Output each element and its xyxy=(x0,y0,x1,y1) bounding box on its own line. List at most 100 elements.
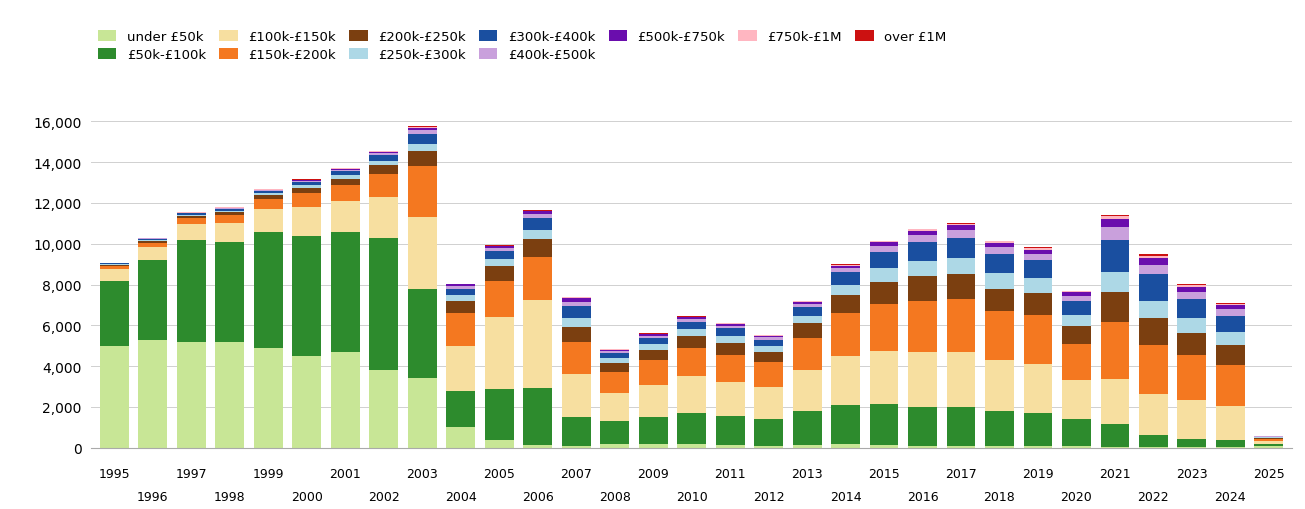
Bar xyxy=(1062,344,1091,381)
Bar xyxy=(792,316,822,324)
Bar xyxy=(215,211,244,213)
Bar xyxy=(715,336,745,343)
Bar xyxy=(1139,394,1168,435)
Bar xyxy=(292,181,321,183)
Bar xyxy=(985,248,1014,254)
Bar xyxy=(331,352,360,448)
Text: 1998: 1998 xyxy=(214,490,245,503)
Bar xyxy=(869,282,898,304)
Bar xyxy=(1177,439,1206,447)
Bar xyxy=(446,295,475,301)
Bar xyxy=(177,225,206,240)
Bar xyxy=(677,322,706,329)
Bar xyxy=(1023,249,1052,250)
Bar xyxy=(600,373,629,393)
Bar xyxy=(1139,255,1168,256)
Bar xyxy=(831,265,860,266)
Bar xyxy=(215,242,244,342)
Text: 2002: 2002 xyxy=(368,490,399,503)
Bar xyxy=(1139,301,1168,319)
Bar xyxy=(100,267,129,270)
Bar xyxy=(1100,292,1129,323)
Bar xyxy=(485,318,514,389)
Bar xyxy=(831,444,860,448)
Bar xyxy=(831,295,860,314)
Bar xyxy=(1023,279,1052,293)
Bar xyxy=(908,446,937,448)
Bar xyxy=(1100,323,1129,380)
Bar xyxy=(715,326,745,329)
Bar xyxy=(1177,292,1206,300)
Bar xyxy=(754,347,783,352)
Bar xyxy=(908,230,937,231)
Bar xyxy=(715,445,745,448)
Bar xyxy=(100,264,129,265)
Bar xyxy=(138,241,167,243)
Bar xyxy=(523,212,552,214)
Bar xyxy=(408,145,437,152)
Text: 2009: 2009 xyxy=(637,467,669,480)
Text: 2012: 2012 xyxy=(753,490,784,503)
Bar xyxy=(985,241,1014,242)
Bar xyxy=(138,340,167,448)
Bar xyxy=(1216,304,1245,305)
Bar xyxy=(985,243,1014,248)
Bar xyxy=(831,266,860,269)
Bar xyxy=(446,289,475,295)
Bar xyxy=(1062,296,1091,301)
Bar xyxy=(331,176,360,179)
Bar xyxy=(946,299,975,352)
Bar xyxy=(369,238,398,371)
Bar xyxy=(254,232,283,348)
Bar xyxy=(715,324,745,326)
Bar xyxy=(523,258,552,300)
Text: 2021: 2021 xyxy=(1099,467,1130,480)
Bar xyxy=(138,240,167,241)
Text: 2006: 2006 xyxy=(522,490,553,503)
Bar xyxy=(1023,364,1052,413)
Bar xyxy=(831,269,860,273)
Bar xyxy=(523,239,552,258)
Bar xyxy=(408,218,437,289)
Bar xyxy=(485,267,514,281)
Bar xyxy=(292,236,321,356)
Bar xyxy=(215,208,244,209)
Bar xyxy=(715,416,745,445)
Text: 2017: 2017 xyxy=(945,467,977,480)
Bar xyxy=(561,302,591,306)
Bar xyxy=(100,346,129,448)
Bar xyxy=(1177,285,1206,286)
Bar xyxy=(1100,380,1129,425)
Bar xyxy=(831,314,860,356)
Bar xyxy=(1062,316,1091,327)
Bar xyxy=(754,352,783,362)
Text: 2015: 2015 xyxy=(868,467,900,480)
Bar xyxy=(369,175,398,197)
Text: 2020: 2020 xyxy=(1061,490,1092,503)
Bar xyxy=(715,343,745,355)
Bar xyxy=(677,329,706,336)
Bar xyxy=(485,260,514,267)
Bar xyxy=(254,200,283,210)
Bar xyxy=(369,161,398,166)
Bar xyxy=(369,371,398,448)
Bar xyxy=(754,336,783,337)
Bar xyxy=(677,444,706,448)
Bar xyxy=(1216,316,1245,332)
Bar xyxy=(1177,318,1206,333)
Bar xyxy=(331,185,360,202)
Bar xyxy=(600,363,629,373)
Bar xyxy=(908,277,937,301)
Bar xyxy=(1216,365,1245,406)
Bar xyxy=(985,360,1014,411)
Bar xyxy=(946,259,975,275)
Text: 2011: 2011 xyxy=(714,467,746,480)
Bar xyxy=(1023,254,1052,261)
Bar xyxy=(869,269,898,282)
Bar xyxy=(561,417,591,446)
Bar xyxy=(215,216,244,224)
Text: 2003: 2003 xyxy=(406,467,438,480)
Bar xyxy=(254,192,283,194)
Bar xyxy=(1100,215,1129,217)
Bar xyxy=(985,242,1014,243)
